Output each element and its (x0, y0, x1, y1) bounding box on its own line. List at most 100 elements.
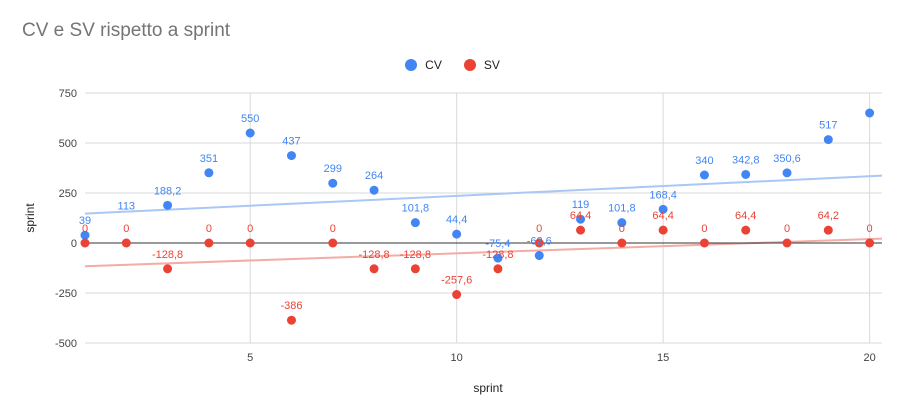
data-point-cv (534, 251, 544, 261)
data-label-cv: 101,8 (608, 203, 636, 215)
x-tick-label: 10 (451, 352, 463, 364)
data-label-cv: 517 (819, 120, 837, 132)
data-point-sv (452, 290, 462, 300)
data-point-sv (245, 238, 255, 248)
y-tick-label: 0 (71, 238, 77, 250)
data-point-sv (286, 315, 296, 325)
data-label-sv: 64,4 (652, 210, 673, 222)
data-point-cv (493, 253, 503, 263)
data-label-cv: 350,6 (773, 153, 801, 165)
y-tick-label: -250 (55, 288, 77, 300)
data-label-sv: -128,8 (152, 249, 183, 261)
data-label-sv: 0 (206, 223, 212, 235)
data-label-sv: 0 (536, 223, 542, 235)
legend-item-sv[interactable]: SV (463, 58, 500, 72)
data-point-sv (534, 238, 544, 248)
data-point-sv (782, 238, 792, 248)
data-point-sv (80, 238, 90, 248)
data-label-cv: -75,4 (485, 238, 510, 250)
y-tick-label: 250 (59, 188, 77, 200)
legend-swatch-cv (405, 59, 418, 71)
data-label-cv: -62,6 (527, 236, 552, 248)
data-point-cv (741, 169, 751, 179)
data-label-cv: 351 (200, 153, 218, 165)
data-label-cv: 264 (365, 170, 383, 182)
data-label-sv: 0 (701, 223, 707, 235)
data-point-sv (328, 238, 338, 248)
data-label-cv: 113 (118, 200, 136, 212)
data-label-sv: 64,4 (570, 210, 591, 222)
data-point-cv (80, 230, 90, 240)
data-label-sv: 0 (82, 223, 88, 235)
data-point-cv (823, 135, 833, 145)
data-label-cv: 101,8 (402, 203, 430, 215)
legend-label-sv: SV (483, 58, 500, 72)
data-point-cv (658, 204, 668, 214)
data-label-sv: 0 (123, 223, 129, 235)
data-label-sv: -128,8 (358, 249, 389, 261)
data-point-cv (617, 218, 627, 228)
data-label-sv: 0 (784, 223, 790, 235)
data-label-cv: 550 (241, 113, 259, 125)
data-point-sv (617, 238, 627, 248)
data-point-cv (204, 168, 214, 178)
data-label-sv: -386 (280, 300, 302, 312)
data-labels: 39 188,2 351 550 437 299 264 101,8 44,4 -75,4 -62,… (79, 113, 873, 312)
legend-item-cv[interactable]: CV (405, 58, 442, 72)
data-point-sv (121, 238, 131, 248)
data-point-cv (452, 229, 462, 239)
x-tick-label: 15 (657, 352, 669, 364)
data-point-cv (286, 151, 296, 161)
data-point-sv (699, 238, 709, 248)
data-points (80, 108, 875, 325)
data-label-cv: 188,2 (154, 185, 182, 197)
data-point-cv (245, 128, 255, 138)
y-tick-label: -500 (55, 338, 77, 350)
x-tick-label: 20 (863, 352, 875, 364)
y-tick-label: 500 (59, 138, 77, 150)
data-label-sv: 64,4 (735, 210, 756, 222)
data-label-sv: 64,2 (818, 210, 839, 222)
data-label-cv: 340 (695, 155, 713, 167)
data-point-cv (699, 170, 709, 180)
data-point-cv (369, 185, 379, 195)
data-point-sv (493, 264, 503, 274)
chart-title: CV e SV rispetto a sprint (22, 20, 231, 41)
data-label-sv: -257,6 (441, 275, 472, 287)
legend-label-cv: CV (425, 58, 442, 72)
legend: CV SV (0, 58, 905, 72)
data-label-sv: 0 (619, 223, 625, 235)
data-point-cv (163, 200, 173, 210)
data-label-cv: 44,4 (446, 214, 467, 226)
data-point-sv (658, 225, 668, 235)
data-point-sv (410, 264, 420, 274)
data-point-cv (865, 108, 875, 118)
data-label-sv: -128,8 (400, 249, 431, 261)
trendline-cv (84, 174, 883, 215)
axes: -500 -250 0 250 500 750 5 10 15 20 (55, 88, 882, 364)
y-tick-label: 750 (59, 88, 77, 100)
data-point-sv (865, 238, 875, 248)
legend-swatch-sv (463, 59, 476, 71)
data-point-cv (576, 214, 586, 224)
data-label-sv: 0 (330, 223, 336, 235)
data-label-cv: 39 (79, 215, 91, 227)
x-tick-label: 5 (247, 352, 253, 364)
data-label-cv: 168,4 (649, 189, 677, 201)
x-axis-label: sprint (473, 381, 503, 395)
data-point-sv (369, 264, 379, 274)
data-label-cv: 299 (324, 163, 342, 175)
data-label-cv: 437 (282, 136, 300, 148)
y-axis-label: sprint (23, 203, 37, 233)
data-point-sv (576, 225, 586, 235)
data-point-sv (204, 238, 214, 248)
data-label-sv: -128,8 (482, 249, 513, 261)
data-point-sv (823, 225, 833, 235)
data-point-cv (328, 178, 338, 188)
data-point-cv (410, 218, 420, 228)
data-label-sv: 0 (247, 223, 253, 235)
data-label-cv: 342,8 (732, 154, 760, 166)
data-label-cv: 119 (572, 199, 590, 211)
data-point-sv (741, 225, 751, 235)
